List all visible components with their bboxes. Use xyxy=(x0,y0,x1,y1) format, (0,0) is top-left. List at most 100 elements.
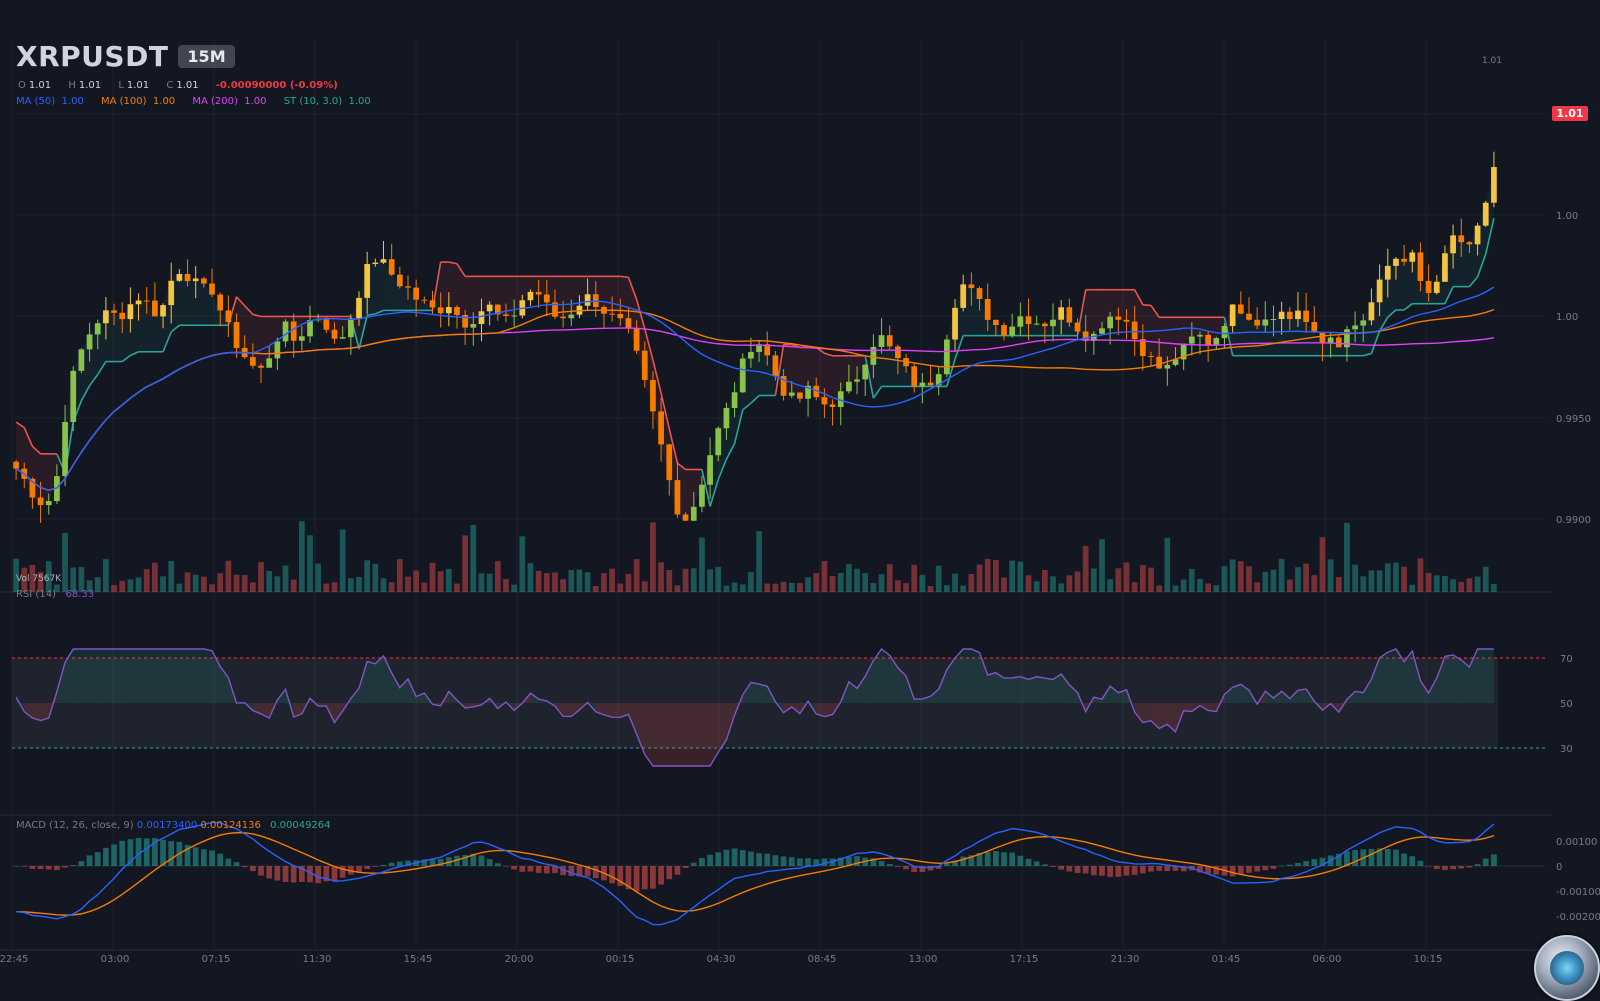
volume-bar xyxy=(1050,576,1056,592)
candle-body xyxy=(87,334,93,349)
macd-histogram-bar xyxy=(658,866,664,885)
volume-bar xyxy=(707,569,713,592)
macd-histogram-bar xyxy=(1475,864,1481,866)
volume-bar xyxy=(552,572,558,592)
volume-bar xyxy=(1189,569,1195,592)
volume-bar xyxy=(740,584,746,592)
rsi-fill xyxy=(179,649,187,703)
candle-body xyxy=(405,286,411,287)
macd-histogram-bar xyxy=(38,866,44,869)
candle-body xyxy=(1393,259,1399,266)
volume-bar xyxy=(389,582,395,592)
supertrend-label: ST (10, 3.0) xyxy=(284,96,342,107)
volume-bar xyxy=(813,573,819,592)
macd-histogram-bar xyxy=(250,866,256,871)
macd-histogram-bar xyxy=(1369,849,1375,866)
candle-body xyxy=(1246,314,1252,320)
candle-body xyxy=(969,284,975,288)
volume-bar xyxy=(601,573,607,592)
candle-body xyxy=(911,366,917,386)
rsi-fill xyxy=(1020,677,1028,703)
candle-body xyxy=(201,278,207,283)
rsi-fill xyxy=(1396,649,1404,703)
volume-bar xyxy=(1205,583,1211,592)
candle-body xyxy=(732,392,738,408)
candle-body xyxy=(389,259,395,275)
volume-bar xyxy=(503,579,509,592)
candle-body xyxy=(830,404,836,407)
supertrend-fill xyxy=(1241,314,1249,356)
macd-histogram-bar xyxy=(1164,866,1170,871)
volume-bar xyxy=(1181,580,1187,592)
macd-histogram-bar xyxy=(1026,859,1032,866)
candle-body xyxy=(642,351,648,380)
candle-body xyxy=(675,480,681,514)
macd-histogram-bar xyxy=(1132,866,1138,875)
supertrend-fill xyxy=(179,274,187,325)
macd-histogram-bar xyxy=(144,838,150,866)
macd-histogram-bar xyxy=(136,838,142,866)
volume-bar xyxy=(626,574,632,592)
rsi-fill xyxy=(1143,703,1151,722)
volume-bar xyxy=(209,584,215,592)
candle-body xyxy=(144,301,150,302)
macd-histogram-bar xyxy=(642,866,648,889)
volume-bar xyxy=(797,583,803,592)
ma100-legend[interactable]: MA (100) 1.00 xyxy=(101,96,175,107)
supertrend-legend[interactable]: ST (10, 3.0) 1.00 xyxy=(284,96,371,107)
rsi-legend[interactable]: RSI (14) 68.33 xyxy=(16,589,94,600)
macd-histogram-bar xyxy=(209,851,215,866)
volume-bar xyxy=(920,575,926,592)
candle-body xyxy=(250,357,256,366)
candle-body xyxy=(1164,365,1170,369)
macd-histogram-bar xyxy=(46,866,52,870)
macd-histogram-bar xyxy=(364,866,370,869)
volume-bar xyxy=(691,568,697,592)
volume-bar xyxy=(699,538,705,592)
rsi-fill xyxy=(1355,691,1363,703)
rsi-fill xyxy=(882,649,890,703)
rsi-fill xyxy=(139,649,147,703)
candle-body xyxy=(430,300,436,307)
macd-histogram-bar xyxy=(1001,852,1007,866)
volume-bar xyxy=(1426,573,1432,592)
rsi-fill xyxy=(1445,655,1453,703)
ma200-legend[interactable]: MA (200) 1.00 xyxy=(192,96,266,107)
x-tick-label: 00:15 xyxy=(606,954,635,965)
candle-body xyxy=(797,393,803,399)
rsi-fill xyxy=(81,649,89,703)
candle-body xyxy=(1066,307,1072,322)
symbol-name[interactable]: XRPUSDT xyxy=(16,40,168,73)
high-marker: 1.01 xyxy=(1482,56,1502,66)
symbol-header: XRPUSDT 15M xyxy=(16,40,235,73)
macd-histogram-bar xyxy=(715,852,721,866)
volume-bar xyxy=(1066,575,1072,592)
candle-body xyxy=(707,455,713,484)
supertrend-fill xyxy=(612,276,620,318)
volume-bar xyxy=(266,571,272,592)
macd-histogram-bar xyxy=(781,856,787,866)
x-tick-label: 20:00 xyxy=(505,954,534,965)
candle-body xyxy=(79,349,85,371)
volume-bar xyxy=(1295,567,1301,592)
macd-histogram-bar xyxy=(1418,861,1424,866)
candle-body xyxy=(1287,312,1293,319)
candle-body xyxy=(283,322,289,342)
candle-body xyxy=(1034,324,1040,325)
x-tick-label: 03:00 xyxy=(101,954,130,965)
ma50-legend[interactable]: MA (50) 1.00 xyxy=(16,96,84,107)
macd-histogram-bar xyxy=(675,866,681,875)
volume-bar xyxy=(185,572,191,592)
rsi-fill xyxy=(694,703,702,766)
candle-body xyxy=(364,264,370,298)
supertrend-fill xyxy=(1110,290,1118,320)
macd-histogram-bar xyxy=(1401,854,1407,866)
volume-bar xyxy=(1107,579,1113,592)
candle-body xyxy=(1156,357,1162,369)
macd-histogram-bar xyxy=(1303,861,1309,866)
timeframe-badge[interactable]: 15M xyxy=(178,45,234,68)
volume-bar xyxy=(511,585,517,592)
macd-legend[interactable]: MACD (12, 26, close, 9) 0.00173400 0.001… xyxy=(16,820,331,831)
